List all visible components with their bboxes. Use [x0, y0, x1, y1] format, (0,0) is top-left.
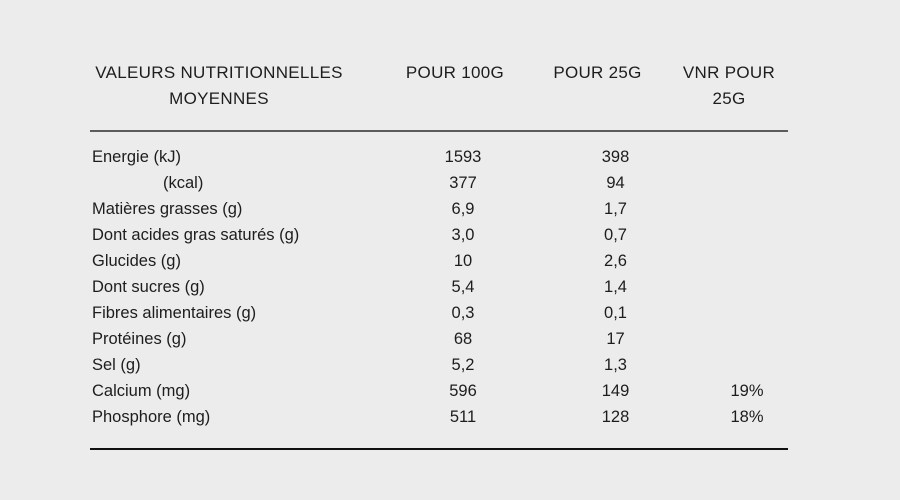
row-label: Phosphore (mg) — [92, 408, 211, 426]
row-label: Dont sucres (g) — [92, 278, 205, 296]
table-row: (kcal) 377 94 — [90, 170, 788, 196]
row-label: (kcal) — [163, 174, 204, 192]
value-pour-25g: 0,1 — [604, 304, 627, 322]
value-vnr-pour-25g: 19% — [730, 382, 764, 400]
value-vnr-pour-25g — [688, 274, 806, 300]
row-label: Fibres alimentaires (g) — [92, 304, 257, 322]
header-valeurs-nutritionnelles-label: VALEURS NUTRITIONNELLES MOYENNES — [95, 63, 343, 108]
value-vnr-pour-25g — [688, 170, 806, 196]
value-pour-100g: 68 — [453, 330, 473, 348]
table-row: Glucides (g) 10 2,6 — [90, 248, 788, 274]
row-label: Dont acides gras saturés (g) — [92, 226, 300, 244]
value-pour-100g: 6,9 — [451, 200, 475, 218]
value-pour-100g: 10 — [453, 252, 473, 270]
value-pour-25g: 128 — [601, 408, 630, 426]
table-row: Phosphore (mg) 511 128 18% — [90, 404, 788, 430]
value-pour-100g: 5,2 — [451, 356, 475, 374]
bottom-divider — [90, 448, 788, 450]
table-row: Matières grasses (g) 6,9 1,7 — [90, 196, 788, 222]
value-vnr-pour-25g — [688, 352, 806, 378]
value-vnr-pour-25g — [688, 222, 806, 248]
value-pour-100g: 5,4 — [451, 278, 475, 296]
value-pour-100g: 0,3 — [451, 304, 475, 322]
row-label: Calcium (mg) — [92, 382, 191, 400]
value-vnr-pour-25g — [688, 144, 806, 170]
header-vnr-pour-25g: VNR POUR 25G — [670, 60, 788, 112]
table-row: Sel (g) 5,2 1,3 — [90, 352, 788, 378]
value-pour-100g: 596 — [449, 382, 477, 400]
value-pour-25g: 17 — [606, 330, 625, 348]
table-body: Energie (kJ) 1593 398 (kcal) 377 94 Mati… — [90, 132, 788, 448]
table-row: Protéines (g) 68 17 — [90, 326, 788, 352]
header-valeurs-nutritionnelles: VALEURS NUTRITIONNELLES MOYENNES — [90, 60, 385, 112]
value-pour-100g: 1593 — [444, 148, 482, 166]
table-header-row: VALEURS NUTRITIONNELLES MOYENNES POUR 10… — [90, 60, 788, 112]
row-label: Sel (g) — [92, 356, 141, 374]
value-pour-25g: 0,7 — [604, 226, 627, 244]
value-pour-25g: 2,6 — [604, 252, 627, 270]
header-vnr-pour-25g-label: VNR POUR 25G — [682, 63, 776, 108]
value-pour-25g: 94 — [606, 174, 625, 192]
header-divider — [90, 130, 788, 132]
value-pour-25g: 149 — [601, 382, 630, 400]
row-label: Protéines (g) — [92, 330, 187, 348]
value-pour-25g: 1,7 — [604, 200, 627, 218]
value-pour-25g: 398 — [601, 148, 630, 166]
value-pour-100g: 511 — [449, 408, 477, 426]
value-vnr-pour-25g: 18% — [730, 408, 764, 426]
row-label: Matières grasses (g) — [92, 200, 243, 218]
value-vnr-pour-25g — [688, 196, 806, 222]
table-row: Dont acides gras saturés (g) 3,0 0,7 — [90, 222, 788, 248]
value-vnr-pour-25g — [688, 300, 806, 326]
value-pour-100g: 377 — [449, 174, 477, 192]
header-pour-100g: POUR 100G — [405, 63, 505, 82]
table-row: Fibres alimentaires (g) 0,3 0,1 — [90, 300, 788, 326]
value-pour-25g: 1,3 — [604, 356, 627, 374]
row-label: Energie (kJ) — [92, 148, 181, 166]
table-row: Dont sucres (g) 5,4 1,4 — [90, 274, 788, 300]
nutrition-table: VALEURS NUTRITIONNELLES MOYENNES POUR 10… — [90, 60, 788, 450]
table-row: Energie (kJ) 1593 398 — [90, 144, 788, 170]
row-label: Glucides (g) — [92, 252, 181, 270]
value-pour-100g: 3,0 — [451, 226, 475, 244]
value-pour-25g: 1,4 — [604, 278, 627, 296]
value-vnr-pour-25g — [688, 248, 806, 274]
table-row: Calcium (mg) 596 149 19% — [90, 378, 788, 404]
header-pour-25g: POUR 25G — [553, 63, 642, 82]
value-vnr-pour-25g — [688, 326, 806, 352]
